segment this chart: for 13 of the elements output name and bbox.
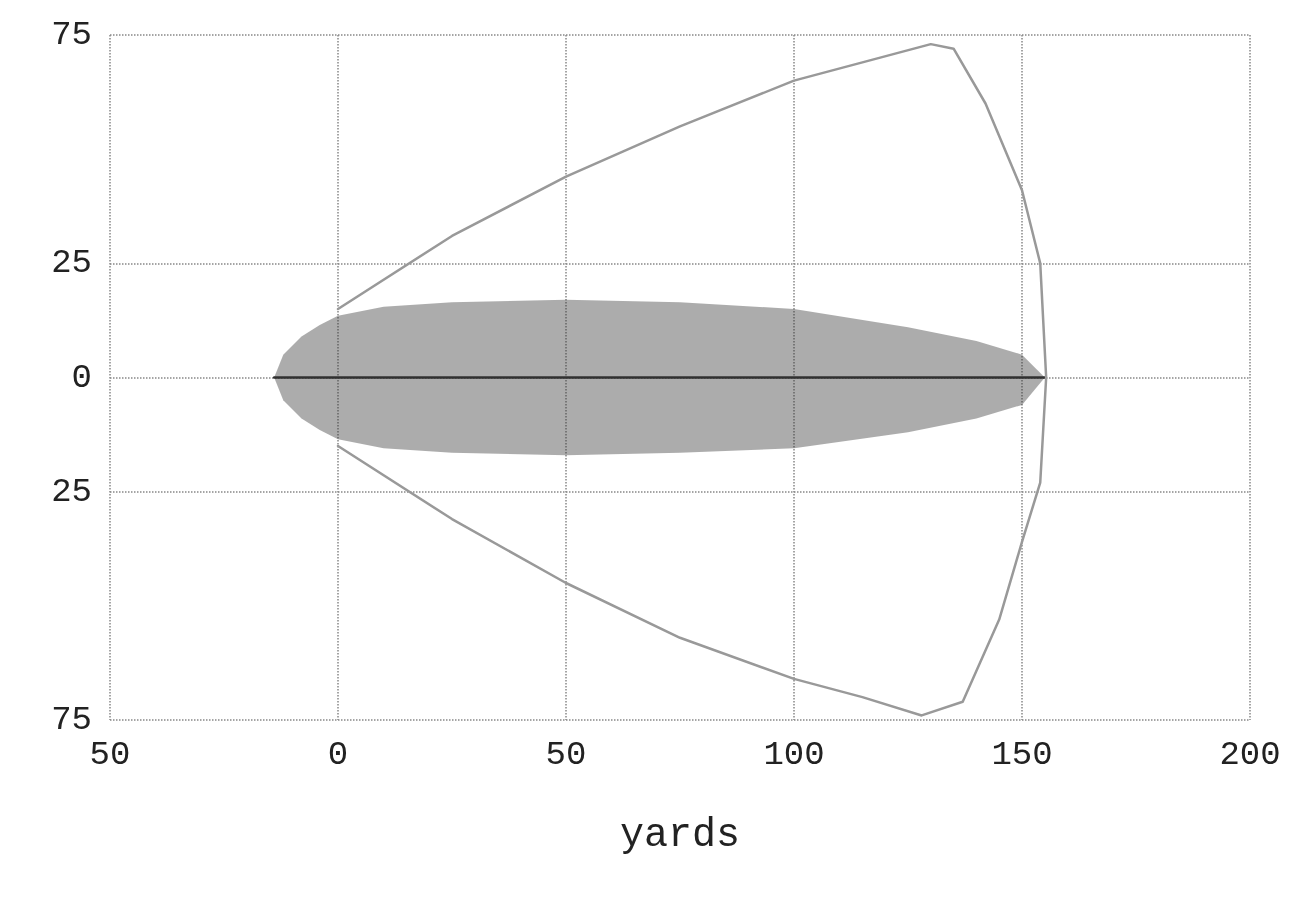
x-tick-label: 50 — [545, 736, 587, 774]
x-tick-label: 0 — [327, 736, 349, 774]
y-tick-label: 75 — [51, 701, 92, 739]
x-tick-label: 150 — [991, 736, 1053, 774]
y-tick-label: 75 — [51, 16, 92, 54]
x-tick-label: 100 — [763, 736, 825, 774]
x-tick-label: 200 — [1219, 736, 1281, 774]
y-tick-label: 25 — [51, 244, 92, 283]
x-tick-label: 50 — [89, 736, 131, 774]
y-tick-label: 0 — [71, 358, 92, 397]
line-series — [336, 42, 1048, 717]
y-tick-label: 25 — [51, 472, 92, 511]
x-axis-title: yards — [619, 812, 741, 858]
